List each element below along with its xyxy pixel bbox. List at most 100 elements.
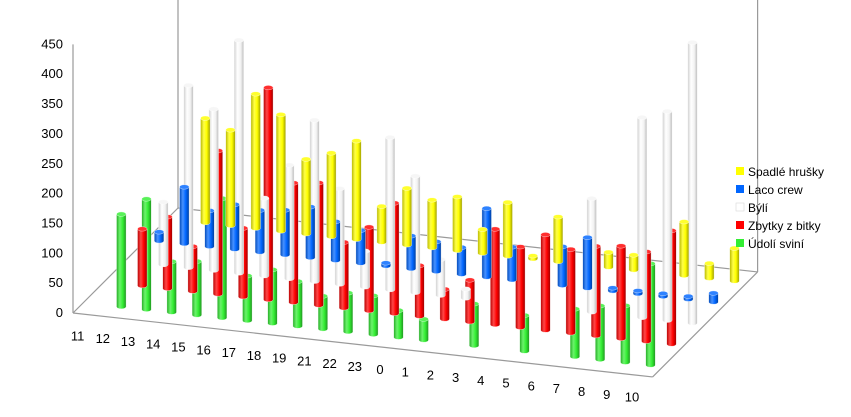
bar-top-spadle-hrusky-1 — [502, 199, 513, 205]
bar-top-laco-crew-11 — [154, 229, 165, 235]
x-tick-label: 7 — [553, 381, 560, 396]
bar-top-laco-crew-7 — [632, 288, 643, 294]
bar-laco-crew-0 — [456, 247, 467, 277]
bar-spadle-hrusky-21 — [401, 188, 412, 248]
bar-top-spadle-hrusky-9 — [704, 260, 715, 266]
bar-spadle-hrusky-1 — [502, 202, 513, 259]
bar-zbytky-z-bitky-6 — [565, 249, 576, 336]
bar-spadle-hrusky-18 — [351, 140, 362, 242]
x-tick-label: 9 — [603, 387, 610, 402]
y-tick-label: 200 — [41, 186, 63, 201]
bar-byli-22 — [385, 137, 396, 293]
bar-udoli-svini-1 — [418, 318, 429, 343]
bar-top-laco-crew-5 — [582, 235, 593, 240]
bar-top-laco-crew-12 — [179, 184, 190, 190]
bar-zbytky-z-bitky-8 — [616, 245, 627, 341]
bar-spadle-hrusky-10 — [729, 248, 740, 284]
bar-zbytky-z-bitky-3 — [490, 228, 501, 327]
bar-top-spadle-hrusky-18 — [351, 138, 362, 144]
x-tick-label: 4 — [477, 373, 484, 388]
bar-spadle-hrusky-23 — [452, 196, 463, 253]
bar-top-byli-13 — [183, 82, 194, 88]
bar-top-spadle-hrusky-2 — [527, 253, 538, 259]
legend-swatch — [736, 185, 744, 193]
bar-laco-crew-10 — [708, 292, 719, 305]
bar-spadle-hrusky-17 — [326, 152, 337, 239]
bar-zbytky-z-bitky-2 — [464, 279, 475, 325]
y-tick-label: 150 — [41, 215, 63, 230]
bar-top-byli-23 — [410, 173, 421, 179]
bar-top-laco-crew-10 — [708, 290, 719, 296]
bar-top-byli-8 — [637, 115, 648, 120]
x-tick-label: 13 — [121, 334, 135, 349]
bar-top-byli-12 — [158, 199, 169, 205]
bar-top-zbytky-z-bitky-4 — [515, 244, 526, 250]
x-tick-label: 10 — [625, 390, 639, 405]
y-tick-label: 350 — [41, 96, 63, 111]
legend-swatch — [736, 239, 744, 247]
bar-top-byli-6 — [586, 196, 597, 201]
x-tick-label: 6 — [528, 378, 535, 393]
bar-top-byli-14 — [208, 106, 219, 112]
x-axis-ticks: 11 12 13 14 15 16 17 18 19 21 22 23 0 1 2 3 4 5 6 7 8 9 10 — [71, 328, 639, 404]
bar-laco-crew-5 — [582, 237, 593, 291]
x-tick-label: 17 — [222, 345, 236, 360]
x-tick-label: 16 — [196, 342, 210, 357]
bar-spadle-hrusky-22 — [427, 199, 438, 251]
legend-label: Zbytky z bitky — [748, 219, 821, 233]
legend-label: Laco crew — [748, 183, 803, 197]
legend-label: Býlí — [748, 201, 769, 215]
x-tick-label: 21 — [297, 353, 311, 368]
bar-top-byli-17 — [284, 162, 295, 168]
bar-udoli-svini-12 — [116, 213, 127, 310]
legend-swatch — [736, 167, 744, 175]
bar-byli-10 — [687, 42, 698, 326]
bar-top-spadle-hrusky-0 — [477, 226, 488, 232]
legend-swatch — [736, 221, 744, 229]
x-tick-label: 1 — [402, 365, 409, 380]
bar-laco-crew-12 — [179, 186, 190, 247]
bar-top-byli-9 — [662, 108, 673, 114]
bar-top-spadle-hrusky-3 — [553, 214, 564, 220]
bar-top-spadle-hrusky-15 — [275, 112, 286, 117]
bar-byli-9 — [662, 111, 673, 323]
y-tick-label: 450 — [41, 36, 63, 51]
y-tick-label: 0 — [56, 305, 63, 320]
bar-spadle-hrusky-14 — [250, 93, 261, 231]
bar-spadle-hrusky-8 — [679, 221, 690, 278]
bar-top-byli-15 — [233, 37, 244, 43]
bar-top-zbytky-z-bitky-22 — [364, 224, 375, 230]
bar-udoli-svini-0 — [393, 310, 404, 340]
x-tick-label: 15 — [171, 340, 185, 355]
bar-top-zbytky-z-bitky-3 — [490, 226, 501, 232]
bar-zbytky-z-bitky-12 — [137, 228, 148, 289]
y-tick-label: 300 — [41, 126, 63, 141]
legend-swatch — [735, 202, 745, 212]
x-tick-label: 14 — [146, 337, 160, 352]
x-tick-label: 2 — [427, 367, 434, 382]
bar-top-spadle-hrusky-5 — [603, 249, 614, 255]
legend-label: Spadlé hrušky — [748, 165, 824, 179]
chart-bars — [116, 37, 740, 368]
chart-walls — [72, 0, 759, 378]
bar-top-byli-18 — [309, 117, 320, 123]
y-tick-label: 100 — [41, 245, 63, 260]
x-tick-label: 23 — [348, 359, 362, 374]
bar-spadle-hrusky-12 — [200, 118, 211, 226]
bar-top-spadle-hrusky-21 — [401, 185, 412, 191]
bar-top-laco-crew-8 — [658, 291, 669, 296]
bar-top-byli-10 — [687, 40, 698, 45]
bar-top-laco-crew-21 — [380, 260, 391, 266]
y-tick-label: 400 — [41, 66, 63, 81]
right-floor-edge — [652, 271, 759, 378]
bar-spadle-hrusky-9 — [704, 263, 715, 281]
x-tick-label: 3 — [452, 370, 459, 385]
x-tick-label: 12 — [96, 331, 110, 346]
bar-top-laco-crew-9 — [683, 293, 694, 299]
bar-top-spadle-hrusky-6 — [628, 252, 639, 258]
bar-top-spadle-hrusky-10 — [729, 245, 740, 251]
bar-spadle-hrusky-13 — [225, 129, 236, 228]
bar-spadle-hrusky-3 — [553, 216, 564, 264]
bar-laco-crew-11 — [154, 231, 165, 244]
